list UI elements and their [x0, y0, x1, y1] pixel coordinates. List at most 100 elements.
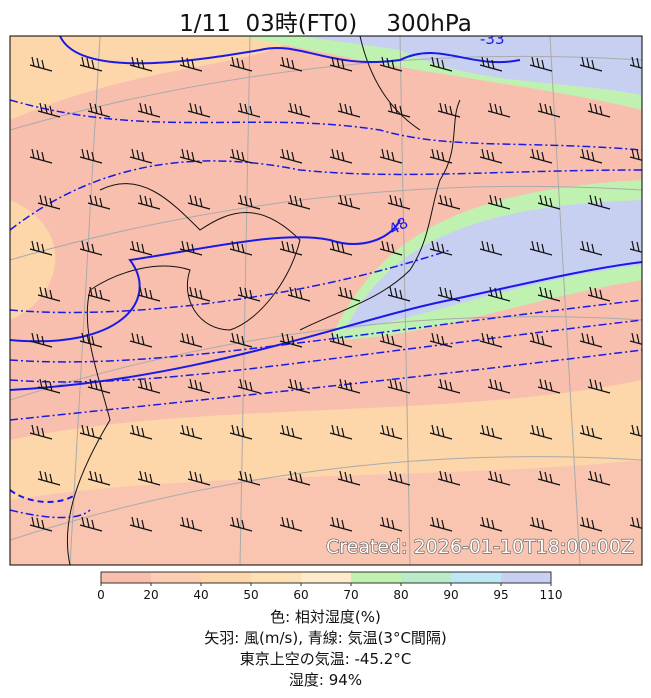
wind-barb — [337, 470, 361, 486]
wind-barb — [129, 148, 153, 164]
wind-barb — [429, 148, 453, 164]
wind-barb — [379, 516, 403, 532]
wind-barb — [629, 424, 642, 437]
wind-barb — [429, 56, 453, 72]
colorbar-tick-label: 90 — [443, 588, 458, 602]
wind-barb — [179, 148, 203, 164]
colorbar-segment — [151, 572, 202, 583]
wind-barbs — [29, 56, 642, 532]
wind-barb — [437, 194, 461, 210]
wind-barb — [287, 378, 311, 394]
wind-barb — [229, 240, 253, 256]
wind-barb — [329, 148, 353, 164]
wind-barb — [37, 194, 61, 210]
wind-barb — [379, 332, 403, 348]
wind-barb — [237, 102, 261, 118]
wind-barb — [329, 240, 353, 256]
colorbar-segment — [501, 572, 552, 583]
wind-barb — [87, 470, 111, 486]
wind-barb — [287, 286, 311, 302]
wind-barb — [179, 56, 203, 72]
humidity-field — [10, 460, 642, 565]
wind-barb — [587, 286, 611, 302]
wind-barb — [29, 56, 53, 72]
wind-barb — [279, 56, 303, 72]
wind-barb — [329, 332, 353, 348]
wind-barb — [337, 378, 361, 394]
colorbar-segment — [101, 572, 152, 583]
wind-barb — [529, 240, 553, 256]
wind-barb — [629, 240, 642, 253]
wind-barb — [629, 56, 642, 69]
wind-barb — [579, 424, 603, 440]
wind-barb — [537, 102, 561, 118]
wind-barb — [179, 424, 203, 440]
colorbar-segment — [351, 572, 402, 583]
wind-barb — [487, 102, 511, 118]
wind-barb — [479, 148, 503, 164]
wind-barb — [437, 470, 461, 486]
colorbar-tick-label: 95 — [493, 588, 508, 602]
colorbar-tick-label: 50 — [243, 588, 258, 602]
wind-barb — [137, 378, 161, 394]
wind-barb — [79, 240, 103, 256]
wind-barb — [337, 102, 361, 118]
caption: 湿度: 94% — [288, 671, 363, 689]
wind-barb — [29, 516, 53, 532]
wind-barb — [387, 286, 411, 302]
wind-barb — [529, 516, 553, 532]
wind-barb — [379, 148, 403, 164]
wind-barb — [437, 102, 461, 118]
temperature-contours — [10, 36, 642, 503]
colorbar-tick-label: 60 — [293, 588, 308, 602]
colorbar-segment — [401, 572, 452, 583]
wind-barb — [579, 56, 603, 72]
wind-barb — [79, 516, 103, 532]
wind-barb — [387, 194, 411, 210]
wind-barb — [587, 194, 611, 210]
caption: 色: 相対湿度(%) — [270, 608, 381, 626]
wind-barb — [537, 194, 561, 210]
wind-barb — [229, 56, 253, 72]
wind-barb — [429, 240, 453, 256]
wind-barb — [629, 332, 642, 345]
wind-barb — [387, 102, 411, 118]
wind-barb — [287, 102, 311, 118]
wind-barb — [537, 286, 561, 302]
temperature-contours — [10, 99, 642, 519]
map-frame — [9, 35, 643, 566]
wind-barb — [329, 56, 353, 72]
wind-barb — [429, 332, 453, 348]
coastline — [66, 36, 461, 565]
title: 1/11 03時(FT0) 300hPa — [179, 11, 472, 37]
contour-label: -33 — [480, 30, 505, 48]
wind-barb — [487, 194, 511, 210]
wind-barb — [479, 332, 503, 348]
wind-barb — [279, 332, 303, 348]
wind-barb — [237, 194, 261, 210]
wind-barb — [229, 148, 253, 164]
wind-barb — [429, 516, 453, 532]
wind-barb — [187, 378, 211, 394]
wind-barb — [337, 286, 361, 302]
wind-barb — [529, 332, 553, 348]
wind-barb — [279, 516, 303, 532]
humidity-field — [345, 200, 642, 330]
colorbar-segment — [251, 572, 302, 583]
wind-barb — [29, 240, 53, 256]
wind-barb — [79, 424, 103, 440]
wind-barb — [87, 194, 111, 210]
wind-barb — [229, 332, 253, 348]
wind-barb — [129, 56, 153, 72]
wind-barb — [187, 286, 211, 302]
wind-barb — [79, 332, 103, 348]
wind-barb — [129, 240, 153, 256]
wind-barb — [87, 286, 111, 302]
wind-barb — [529, 424, 553, 440]
wind-barb — [87, 102, 111, 118]
wind-barb — [137, 102, 161, 118]
wind-barb — [237, 378, 261, 394]
wind-barb — [179, 516, 203, 532]
